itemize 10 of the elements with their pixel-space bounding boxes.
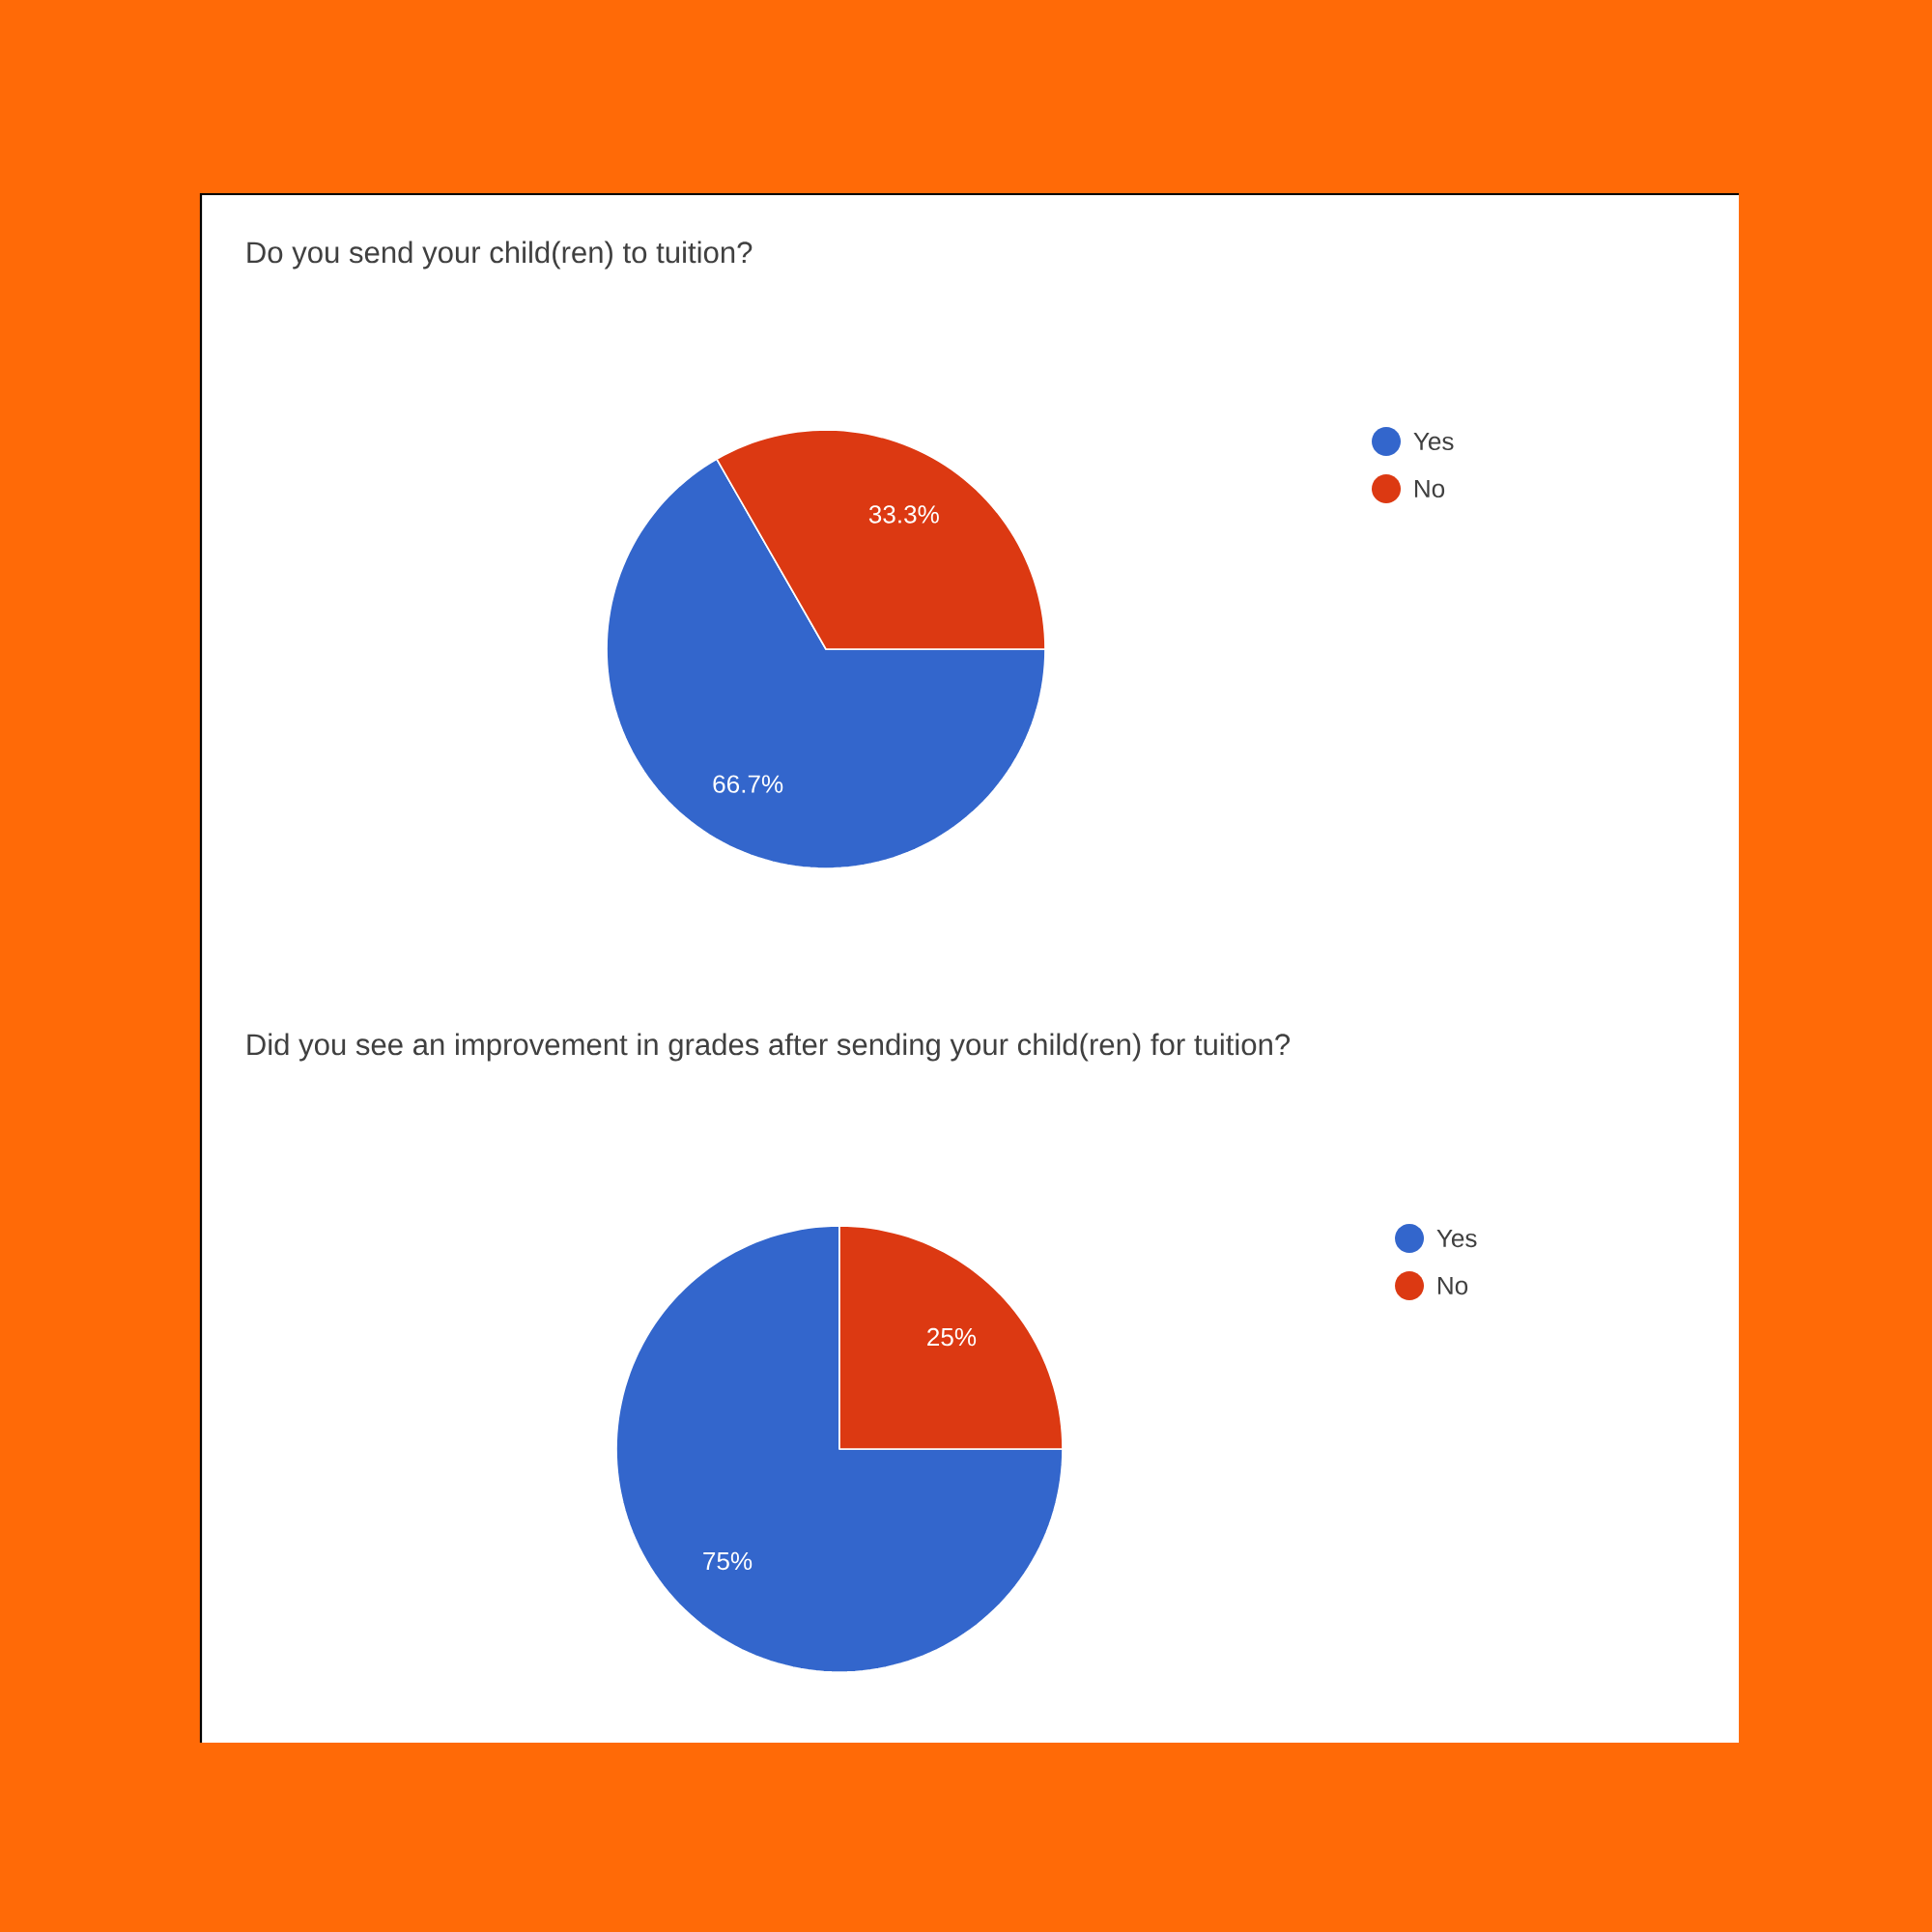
- legend-label: No: [1414, 479, 1445, 498]
- legend-label: Yes: [1436, 1229, 1477, 1248]
- data-label: 75%: [703, 1551, 753, 1571]
- data-label: 33.3%: [868, 505, 939, 524]
- data-label: 66.7%: [713, 775, 783, 793]
- chart-title: Do you send your child(ren) to tuition?: [247, 241, 753, 270]
- chart-title: Did you see an improvement in grades after sending your child(ren) for tuition?: [247, 1033, 1291, 1062]
- legend-label: No: [1437, 1276, 1468, 1295]
- data-label: 25%: [927, 1327, 977, 1347]
- legend-label: Yes: [1413, 432, 1454, 451]
